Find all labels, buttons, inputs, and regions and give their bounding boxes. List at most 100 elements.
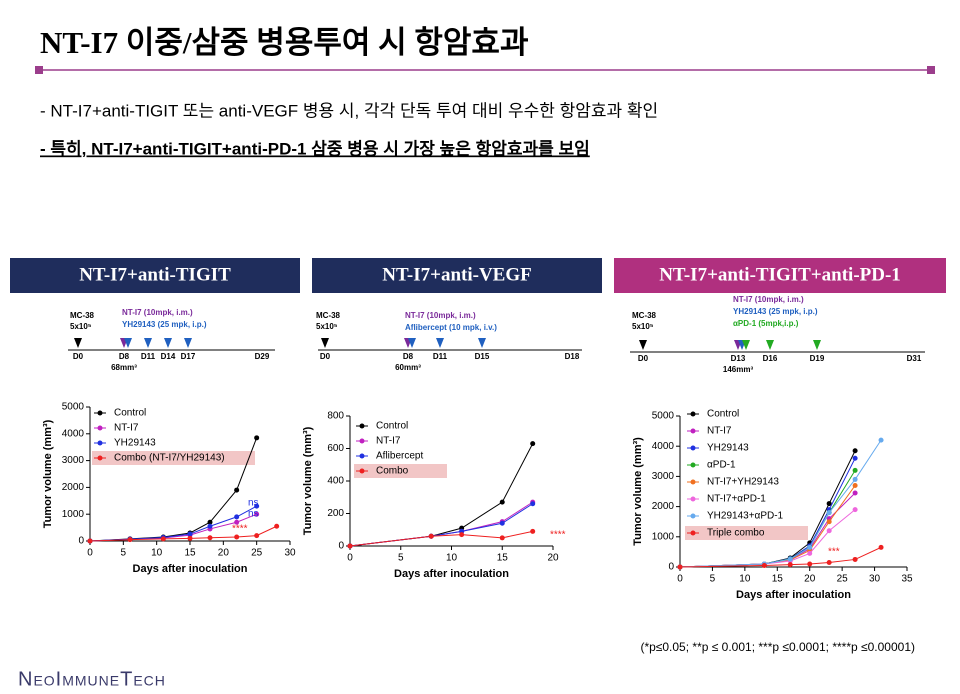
day-label: D11	[433, 352, 448, 361]
data-point	[254, 503, 260, 509]
series-line	[89, 525, 277, 542]
legend-label: Aflibercept	[376, 451, 423, 462]
data-point	[207, 523, 213, 529]
x-tick-label: 30	[869, 574, 881, 585]
data-point	[87, 538, 93, 544]
annotation: ****	[232, 524, 248, 535]
data-point	[530, 441, 536, 447]
day-label: D0	[638, 354, 649, 363]
data-point	[826, 510, 832, 516]
data-point	[677, 564, 683, 570]
data-point	[207, 535, 213, 541]
treatment: αPD-1 (5mpk,i.p.)	[733, 319, 799, 328]
data-point	[826, 528, 832, 534]
x-tick-label: 10	[151, 548, 163, 559]
x-tick-label: 5	[398, 553, 404, 564]
rule-end	[927, 66, 935, 74]
dose-arrow	[144, 338, 152, 348]
data-point	[187, 535, 193, 541]
x-tick-label: 20	[547, 553, 559, 564]
data-point	[878, 544, 884, 550]
data-point	[207, 519, 213, 525]
data-point	[787, 562, 793, 568]
data-point	[852, 507, 858, 513]
series-line	[349, 503, 533, 547]
legend-marker	[359, 453, 365, 459]
dose-arrow	[164, 338, 172, 348]
legend-label: NT-I7	[114, 423, 139, 434]
data-point	[852, 476, 858, 482]
x-tick-label: 0	[677, 574, 683, 585]
x-tick-label: 10	[739, 574, 751, 585]
x-tick-label: 5	[710, 574, 716, 585]
timeline-model: MC-38	[632, 311, 657, 320]
panel-title: NT-I7+anti-TIGIT	[79, 264, 231, 285]
day-label: D0	[73, 352, 84, 361]
x-axis-label: Days after inoculation	[133, 563, 248, 575]
legend-label: YH29143	[707, 443, 749, 454]
data-point	[787, 556, 793, 562]
day-label: D13	[731, 354, 746, 363]
y-tick-label: 3000	[62, 455, 85, 466]
legend-marker	[97, 425, 103, 431]
panel-header	[312, 258, 602, 293]
data-point	[499, 535, 505, 541]
data-point	[499, 499, 505, 505]
legend-marker	[359, 423, 365, 429]
day-label: D14	[161, 352, 176, 361]
rule-end	[35, 66, 43, 74]
day-label: D16	[763, 354, 778, 363]
day-label: D31	[907, 354, 922, 363]
dose-arrow	[124, 338, 132, 348]
legend-marker	[690, 530, 696, 536]
legend-marker	[690, 513, 696, 519]
dose-arrow	[766, 340, 774, 350]
day-label: D15	[475, 352, 490, 361]
day-label: D11	[141, 352, 156, 361]
data-point	[160, 536, 166, 542]
y-tick-label: 4000	[62, 428, 85, 439]
panel-title: NT-I7+anti-TIGIT+anti-PD-1	[659, 264, 901, 285]
legend-label: NT-I7	[707, 426, 732, 437]
timeline-cells: 5x10⁵	[70, 322, 92, 331]
data-point	[807, 544, 813, 550]
y-tick-label: 0	[668, 562, 674, 573]
legend-marker	[690, 445, 696, 451]
y-tick-label: 2000	[62, 482, 85, 493]
legend-label: YH29143+αPD-1	[707, 511, 784, 522]
x-tick-label: 15	[497, 553, 509, 564]
x-axis-label: Days after inoculation	[736, 589, 851, 601]
x-tick-label: 0	[87, 548, 93, 559]
timeline-cells: 5x10⁵	[632, 322, 654, 331]
treatment: NT-I7 (10mpk, i.m.)	[122, 308, 193, 317]
y-axis-label: Tumor volume (mm³)	[42, 419, 54, 528]
x-tick-label: 35	[901, 574, 913, 585]
y-tick-label: 5000	[62, 402, 85, 413]
legend-label: NT-I7+αPD-1	[707, 494, 766, 505]
data-point	[852, 455, 858, 461]
panel-title: NT-I7+anti-VEGF	[382, 264, 531, 285]
y-tick-label: 4000	[652, 441, 675, 452]
series-line	[679, 546, 882, 568]
legend-label: Combo (NT-I7/YH29143)	[114, 453, 225, 464]
legend-label: NT-I7+YH29143	[707, 477, 779, 488]
legend-marker	[690, 496, 696, 502]
logo: NeoImmuneTech	[18, 668, 166, 690]
data-point	[826, 501, 832, 507]
day-label: D18	[565, 352, 580, 361]
dose-arrow	[74, 338, 82, 348]
legend-highlight	[354, 464, 447, 478]
day-label: D8	[119, 352, 130, 361]
dose-arrow	[478, 338, 486, 348]
y-tick-label: 200	[327, 508, 344, 519]
day-label: D29	[255, 352, 270, 361]
treatment: YH29143 (25 mpk, i.p.)	[122, 320, 207, 329]
data-point	[347, 543, 353, 549]
data-point	[234, 514, 240, 520]
y-tick-label: 400	[327, 476, 344, 487]
legend-marker	[359, 438, 365, 444]
data-point	[852, 448, 858, 454]
dose-arrow	[184, 338, 192, 348]
legend-highlight	[92, 451, 255, 465]
